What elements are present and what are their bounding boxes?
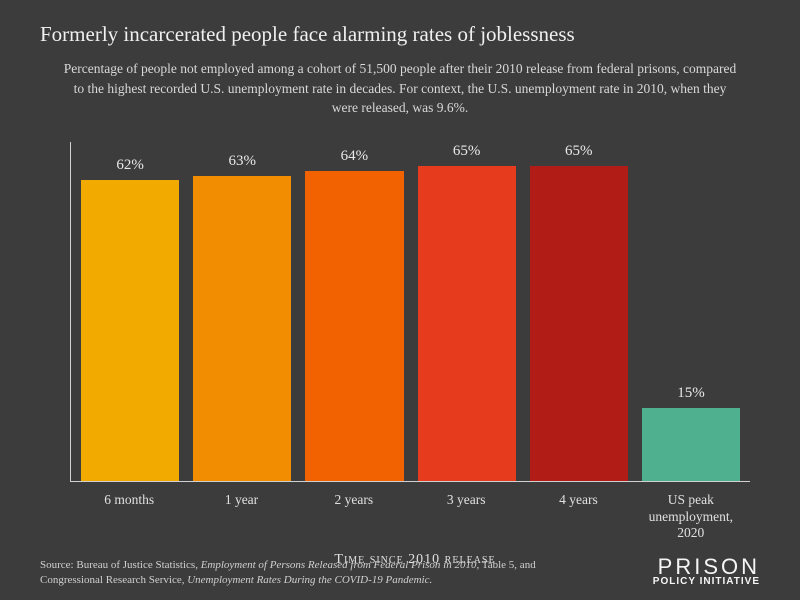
source-attribution: Source: Bureau of Justice Statistics, Em… xyxy=(40,558,600,588)
x-tick-label: US peak unemployment, 2020 xyxy=(642,492,740,543)
bar-4: 65% xyxy=(530,142,628,481)
bar-rect xyxy=(193,176,291,481)
bar-value-label: 65% xyxy=(453,143,481,160)
bar-rect xyxy=(530,166,628,481)
x-tick-label: 4 years xyxy=(529,492,627,543)
bar-3: 65% xyxy=(418,142,516,481)
chart-subtitle: Percentage of people not employed among … xyxy=(60,59,740,118)
bar-value-label: 62% xyxy=(116,157,144,174)
bar-0: 62% xyxy=(81,142,179,481)
bar-value-label: 63% xyxy=(229,153,257,170)
chart-plot-area: 62% 63% 64% 65% 65% 15% xyxy=(70,142,750,482)
bar-5: 15% xyxy=(642,142,740,481)
logo: PRISON POLICY INITIATIVE xyxy=(653,557,760,588)
chart-title: Formerly incarcerated people face alarmi… xyxy=(40,22,760,47)
bar-rect xyxy=(305,171,403,481)
x-tick-label: 1 year xyxy=(192,492,290,543)
x-tick-label: 6 months xyxy=(80,492,178,543)
x-tick-label: 2 years xyxy=(305,492,403,543)
bar-1: 63% xyxy=(193,142,291,481)
x-tick-label: 3 years xyxy=(417,492,515,543)
bar-rect xyxy=(418,166,516,481)
bar-value-label: 15% xyxy=(677,385,705,402)
bar-rect xyxy=(642,408,740,481)
bar-value-label: 64% xyxy=(341,148,369,165)
bar-2: 64% xyxy=(305,142,403,481)
bar-rect xyxy=(81,180,179,480)
bar-value-label: 65% xyxy=(565,143,593,160)
